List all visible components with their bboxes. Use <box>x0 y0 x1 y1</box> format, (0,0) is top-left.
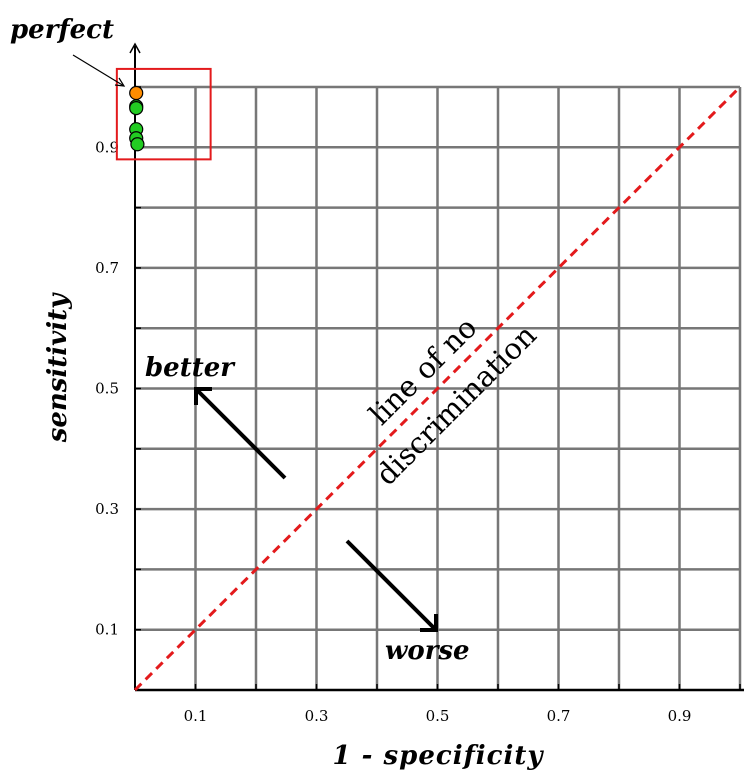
x-tick-label: 0.9 <box>668 707 692 725</box>
data-point <box>129 85 144 101</box>
worse-arrow-head <box>420 614 438 632</box>
data-point <box>130 137 145 152</box>
y-tick-label: 0.5 <box>95 380 119 398</box>
tick-labels: 0.1 0.3 0.5 0.7 0.9 0.1 0.3 0.5 0.7 0.9 <box>95 138 691 725</box>
axes <box>129 42 744 692</box>
y-tick-label: 0.9 <box>95 138 119 156</box>
y-tick-label: 0.7 <box>95 259 119 277</box>
perfect-pointer <box>72 54 125 87</box>
y-tick-label: 0.1 <box>95 621 119 639</box>
no-discrimination-line <box>133 85 742 692</box>
better-arrow <box>196 389 287 480</box>
perfect-label: perfect <box>10 15 114 45</box>
x-tick-label: 0.1 <box>184 707 208 725</box>
x-axis-title: 1 - specificity <box>333 741 545 771</box>
x-tick-label: 0.5 <box>426 707 450 725</box>
x-tick-label: 0.3 <box>305 707 329 725</box>
perfect-region-box <box>115 67 212 161</box>
better-arrow-head <box>194 387 212 405</box>
y-axis-arrowhead <box>129 42 141 54</box>
x-tick-label: 0.7 <box>547 707 571 725</box>
grid <box>135 85 742 690</box>
data-point <box>129 101 144 116</box>
y-axis-title: sensitivity <box>43 292 73 443</box>
worse-arrow <box>345 539 436 630</box>
data-points <box>129 85 145 152</box>
y-tick-label: 0.3 <box>95 500 119 518</box>
worse-label: worse <box>385 636 470 666</box>
better-label: better <box>145 353 236 383</box>
perfect-pointer-head <box>114 77 126 87</box>
